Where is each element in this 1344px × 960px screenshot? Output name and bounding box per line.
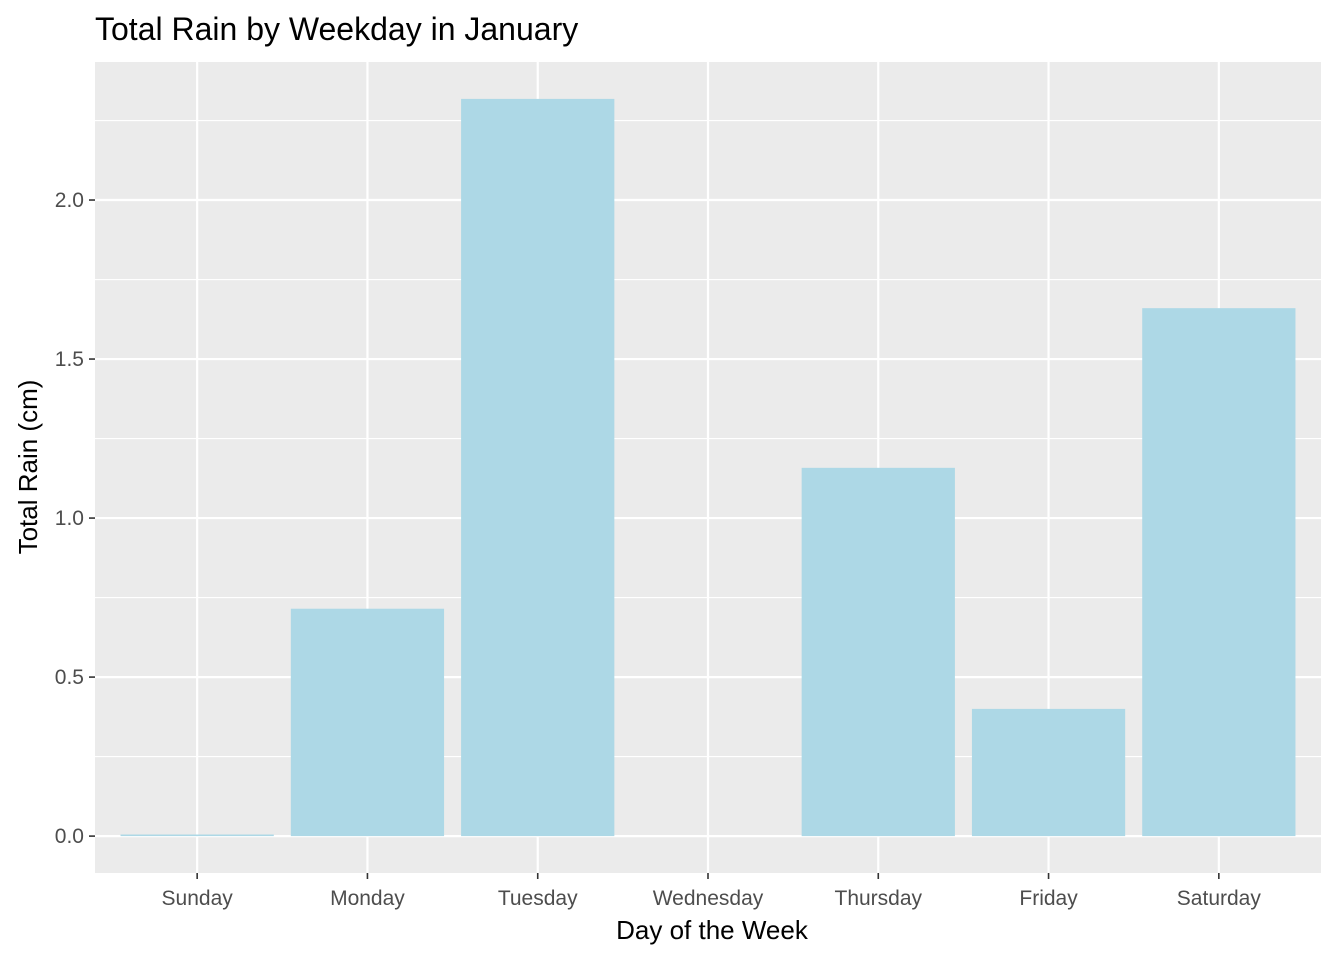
y-tick-label: 2.0 <box>55 189 84 212</box>
x-tick-label-sunday: Sunday <box>162 887 234 910</box>
x-axis: Sunday Monday Tuesday Wednesday Thursday Frid… <box>162 873 1262 910</box>
bars <box>120 98 1296 837</box>
y-axis: 0.0 0.5 1.0 1.5 2.0 <box>55 189 95 848</box>
x-axis-title: Day of the Week <box>616 915 809 945</box>
x-tick-label-monday: Monday <box>330 887 405 910</box>
x-tick-label-saturday: Saturday <box>1177 887 1262 910</box>
y-tick-label: 0.5 <box>55 666 84 689</box>
grid-lines <box>95 62 1321 873</box>
chart-title: Total Rain by Weekday in January <box>95 11 578 47</box>
x-tick-label-friday: Friday <box>1019 887 1078 910</box>
y-tick-label: 0.0 <box>55 825 84 848</box>
bar-sunday <box>120 834 274 837</box>
x-tick-label-tuesday: Tuesday <box>498 887 578 910</box>
bar-saturday <box>1142 308 1296 837</box>
x-tick-label-thursday: Thursday <box>835 887 923 910</box>
bar-monday <box>290 608 445 837</box>
bar-thursday <box>801 467 955 837</box>
y-axis-title: Total Rain (cm) <box>13 380 43 555</box>
x-tick-label-wednesday: Wednesday <box>653 887 764 910</box>
bar-tuesday <box>461 98 615 837</box>
bar-friday <box>971 708 1126 837</box>
y-tick-label: 1.0 <box>55 507 84 530</box>
y-tick-label: 1.5 <box>55 348 84 371</box>
